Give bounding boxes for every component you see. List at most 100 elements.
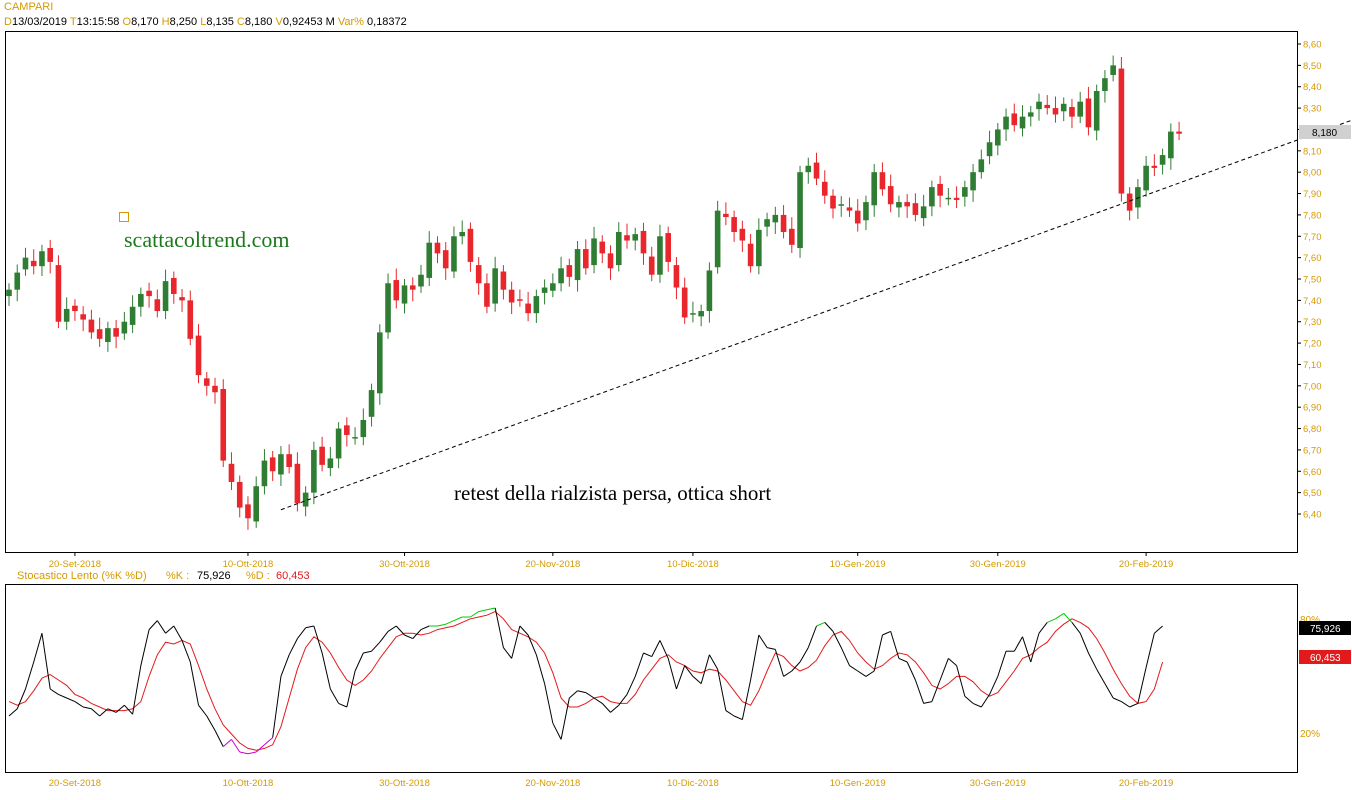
y-tick-label: 8,50 <box>1303 61 1322 72</box>
d-badge <box>1299 650 1351 664</box>
var-value: 0,18372 <box>367 16 407 28</box>
candle-body <box>1052 108 1059 115</box>
y-tick-label: 7,20 <box>1303 339 1322 350</box>
stoch-k-segment <box>783 670 793 677</box>
stoch-k-segment <box>404 634 413 640</box>
stoch-k-segment <box>750 634 760 681</box>
stoch-k-segment <box>305 625 314 629</box>
y-tick-label: 6,70 <box>1303 445 1322 456</box>
stoch-k-segment <box>107 708 117 713</box>
stoch-k-segment <box>346 670 356 708</box>
candle-body <box>344 425 350 435</box>
stoch-k-segment <box>420 625 430 631</box>
candle-body <box>550 283 556 291</box>
stoch-k-segment <box>527 634 537 655</box>
candle-body <box>739 228 746 241</box>
x-tick-label: 20-Feb-2019 <box>1119 559 1173 570</box>
candle-body <box>945 197 952 200</box>
stoch-k-segment <box>939 658 949 681</box>
k-value: 75,926 <box>197 570 231 582</box>
candle-body <box>1143 165 1149 191</box>
stoch-k-segment <box>1087 652 1098 670</box>
stoch-k-segment <box>931 679 941 702</box>
candle-body <box>904 202 910 207</box>
candle-body <box>212 385 218 393</box>
y-tick-label: 7,50 <box>1303 275 1322 286</box>
stoch-k-segment <box>1022 636 1032 663</box>
stoch-k-segment <box>494 607 504 648</box>
stoch-k-segment <box>560 697 570 740</box>
close-value: 8,180 <box>244 16 273 28</box>
open-label: O <box>122 16 132 28</box>
candle-body <box>1019 116 1026 129</box>
symbol-label: CAMPARI <box>4 1 54 13</box>
candle-body <box>764 219 770 227</box>
y-tick-label: 8,40 <box>1303 82 1322 93</box>
stoch-k-segment <box>231 739 241 753</box>
stoch-k-segment <box>49 688 59 695</box>
last-price-badge-text: 8,180 <box>1312 128 1337 139</box>
candle-body <box>821 181 828 196</box>
x-tick-label: 10-Ott-2018 <box>223 559 274 570</box>
stoch-k-segment <box>849 665 858 672</box>
candle-body <box>830 195 836 209</box>
stoch-k-segment <box>659 640 669 659</box>
stoch-k-segment <box>1013 636 1023 652</box>
candle-body <box>920 206 927 219</box>
stoch-k-segment <box>214 730 224 747</box>
candle-body <box>673 265 680 288</box>
candle-body <box>1003 116 1009 130</box>
level-80-label: 80% <box>1300 615 1320 626</box>
stoch-k-segment <box>1104 683 1114 699</box>
stoch-k-segment <box>511 625 521 659</box>
candle-body <box>912 203 919 215</box>
stoch-k-segment <box>675 665 686 690</box>
stoch-k-segment <box>503 647 513 659</box>
candle-body <box>953 197 960 200</box>
stoch-k-segment <box>1154 625 1163 634</box>
candle-body <box>442 250 449 269</box>
stoch-k-segment <box>1030 633 1040 663</box>
candle-body <box>632 234 639 241</box>
stoch-k-segment <box>363 650 372 654</box>
stoch-k-segment <box>321 652 331 690</box>
candle-body <box>747 243 754 267</box>
stoch-k-segment <box>1079 633 1089 654</box>
candle-body <box>80 314 86 320</box>
stoch-k-segment <box>115 704 125 713</box>
candle-body <box>558 268 564 284</box>
osc-x-tick-label: 20-Set-2018 <box>49 778 101 789</box>
stoch-k-segment <box>25 661 35 690</box>
stoch-k-segment <box>198 704 208 717</box>
candle-body <box>970 172 976 191</box>
stoch-k-segment <box>445 620 455 625</box>
candle-body <box>681 287 688 318</box>
candle-body <box>1110 65 1116 75</box>
x-tick-label: 30-Gen-2019 <box>970 559 1026 570</box>
stoch-k-segment <box>313 625 323 654</box>
stoch-k-segment <box>708 654 719 670</box>
candle-body <box>63 308 70 322</box>
stoch-k-segment <box>1071 622 1081 634</box>
candle-body <box>162 281 169 312</box>
stoch-k-segment <box>288 638 298 656</box>
candle-body <box>500 271 507 290</box>
stoch-k-segment <box>577 690 586 694</box>
x-tick-label: 20-Set-2018 <box>49 559 101 570</box>
stoch-k-segment <box>807 625 817 648</box>
stoch-k-segment <box>1137 667 1147 704</box>
stoch-k-segment <box>1112 697 1122 703</box>
candle-body <box>665 233 671 262</box>
stoch-k-segment <box>948 658 957 666</box>
candle-body <box>525 303 531 314</box>
candle-body <box>599 241 606 254</box>
stoch-k-segment <box>91 708 100 717</box>
time-label: T <box>69 16 77 28</box>
candle-body <box>418 274 424 287</box>
stoch-k-segment <box>1055 612 1064 620</box>
candle-body <box>591 238 597 266</box>
candle-body <box>195 335 202 376</box>
candle-body <box>640 230 647 254</box>
stoch-k-segment <box>535 654 546 684</box>
